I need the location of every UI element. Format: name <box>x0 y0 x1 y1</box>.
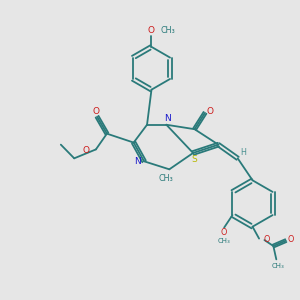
Text: CH₃: CH₃ <box>161 26 176 35</box>
Text: S: S <box>192 155 197 164</box>
Text: CH₃: CH₃ <box>218 238 230 244</box>
Text: O: O <box>83 146 90 154</box>
Text: H: H <box>240 148 246 158</box>
Text: CH₃: CH₃ <box>159 174 174 183</box>
Text: O: O <box>147 26 155 35</box>
Text: O: O <box>92 107 99 116</box>
Text: N: N <box>134 158 141 166</box>
Text: O: O <box>207 107 214 116</box>
Text: N: N <box>164 114 171 123</box>
Text: O: O <box>221 228 227 237</box>
Text: CH₃: CH₃ <box>272 263 284 269</box>
Text: O: O <box>288 235 294 244</box>
Text: O: O <box>263 235 270 244</box>
